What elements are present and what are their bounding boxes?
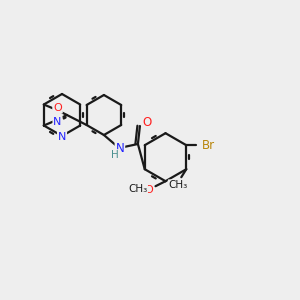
Text: H: H bbox=[111, 150, 119, 160]
Text: O: O bbox=[53, 103, 62, 113]
Text: O: O bbox=[144, 185, 153, 195]
Text: Br: Br bbox=[202, 139, 215, 152]
Text: methoxy: methoxy bbox=[134, 188, 141, 189]
Text: CH₃: CH₃ bbox=[169, 180, 188, 190]
Text: CH₃: CH₃ bbox=[128, 184, 147, 194]
Text: N: N bbox=[58, 132, 66, 142]
Text: N: N bbox=[116, 142, 124, 154]
Text: O: O bbox=[142, 116, 152, 130]
Text: N: N bbox=[53, 117, 62, 127]
